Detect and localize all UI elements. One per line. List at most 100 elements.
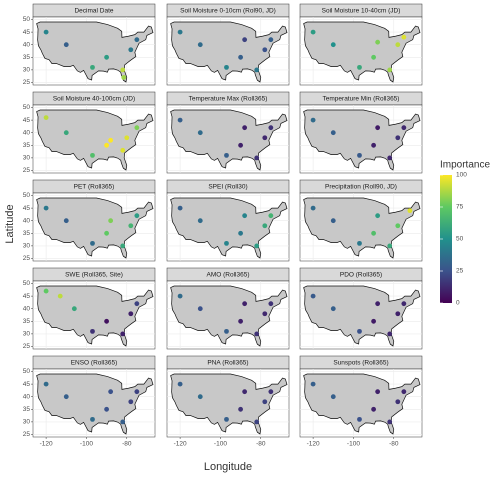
strip-title: PDO (Roll365) — [340, 272, 382, 279]
station-point — [177, 293, 183, 299]
station-point — [375, 213, 381, 219]
station-point — [407, 208, 413, 214]
colorbar-label: 0 — [456, 300, 460, 307]
station-point — [120, 67, 126, 73]
station-point — [242, 213, 248, 219]
us-outline — [36, 109, 154, 171]
x-tick-label: -100 — [214, 441, 227, 448]
station-point — [104, 230, 110, 236]
station-point — [371, 142, 377, 148]
station-point — [310, 29, 316, 35]
station-point — [242, 37, 248, 43]
station-point — [90, 152, 95, 158]
station-point — [254, 331, 260, 337]
x-tick-label: -100 — [80, 441, 93, 448]
station-point — [268, 213, 274, 219]
y-tick-label: 30 — [23, 155, 31, 162]
station-point — [43, 205, 49, 211]
us-outline — [36, 285, 154, 347]
strip-title: ENSO (Roll365) — [71, 360, 118, 367]
station-point — [387, 67, 393, 73]
station-point — [90, 416, 95, 422]
station-point — [224, 328, 229, 334]
strip-title: Temperature Min (Roll365) — [323, 96, 400, 103]
station-point — [262, 135, 268, 141]
x-tick-label: -80 — [389, 441, 399, 448]
y-tick-label: 35 — [23, 406, 31, 413]
strip-title: PNA (Roll365) — [207, 360, 248, 367]
station-point — [330, 394, 336, 400]
station-point — [120, 243, 126, 249]
station-point — [104, 406, 110, 412]
y-tick-label: 45 — [23, 381, 31, 388]
y-tick-label: 30 — [23, 67, 31, 74]
station-point — [197, 394, 203, 400]
x-tick-label: -80 — [122, 441, 132, 448]
station-point — [134, 37, 140, 43]
us-outline — [170, 373, 288, 435]
station-point — [395, 223, 401, 229]
y-tick-label: 35 — [23, 54, 31, 61]
station-point — [90, 64, 95, 70]
x-tick-label: -120 — [307, 441, 320, 448]
station-point — [71, 306, 77, 312]
station-point — [262, 311, 268, 317]
y-tick-label: 45 — [23, 117, 31, 124]
y-tick-label: 30 — [23, 331, 31, 338]
station-point — [43, 115, 49, 120]
station-point — [395, 311, 401, 317]
y-tick-label: 50 — [23, 280, 31, 287]
station-point — [401, 301, 407, 307]
station-point — [254, 243, 260, 249]
us-outline — [303, 373, 421, 435]
us-outline — [303, 285, 421, 347]
station-point — [387, 155, 393, 161]
strip-title: Soil Moisture 10-40cm (JD) — [322, 8, 401, 15]
station-point — [120, 331, 126, 337]
station-point — [177, 117, 183, 123]
station-point — [357, 152, 362, 158]
y-tick-label: 45 — [23, 205, 31, 212]
y-tick-label: 40 — [23, 305, 31, 312]
y-tick-label: 35 — [23, 142, 31, 149]
station-point — [357, 64, 362, 70]
station-point — [134, 389, 140, 395]
station-point — [128, 311, 134, 317]
y-tick-label: 50 — [23, 368, 31, 375]
station-point — [262, 223, 268, 229]
station-point — [120, 419, 126, 425]
station-point — [310, 381, 316, 387]
station-point — [63, 42, 69, 48]
station-point — [310, 293, 316, 299]
y-tick-label: 40 — [23, 217, 31, 224]
station-point — [177, 29, 183, 35]
station-point — [310, 205, 316, 211]
station-point — [401, 125, 407, 131]
station-point — [262, 47, 268, 53]
strip-title: Precipitation (Roll90, JD) — [325, 184, 397, 191]
station-point — [357, 328, 362, 334]
x-tick-label: -100 — [347, 441, 360, 448]
station-point — [177, 205, 183, 211]
y-axis-label: Latitude — [4, 204, 16, 243]
station-point — [387, 243, 393, 249]
station-point — [134, 301, 140, 307]
station-point — [238, 230, 244, 236]
station-point — [268, 389, 274, 395]
y-tick-label: 50 — [23, 104, 31, 111]
station-point — [90, 240, 95, 246]
station-point — [375, 39, 381, 45]
station-point — [197, 218, 203, 224]
us-outline — [170, 109, 288, 171]
legend-title: Importance — [440, 160, 490, 171]
station-point — [375, 389, 381, 395]
station-point — [224, 152, 229, 158]
station-point — [128, 47, 134, 53]
colorbar-label: 25 — [456, 268, 464, 275]
station-point — [134, 125, 140, 131]
y-tick-label: 40 — [23, 41, 31, 48]
us-outline — [170, 285, 288, 347]
station-point — [242, 301, 248, 307]
y-tick-label: 40 — [23, 129, 31, 136]
